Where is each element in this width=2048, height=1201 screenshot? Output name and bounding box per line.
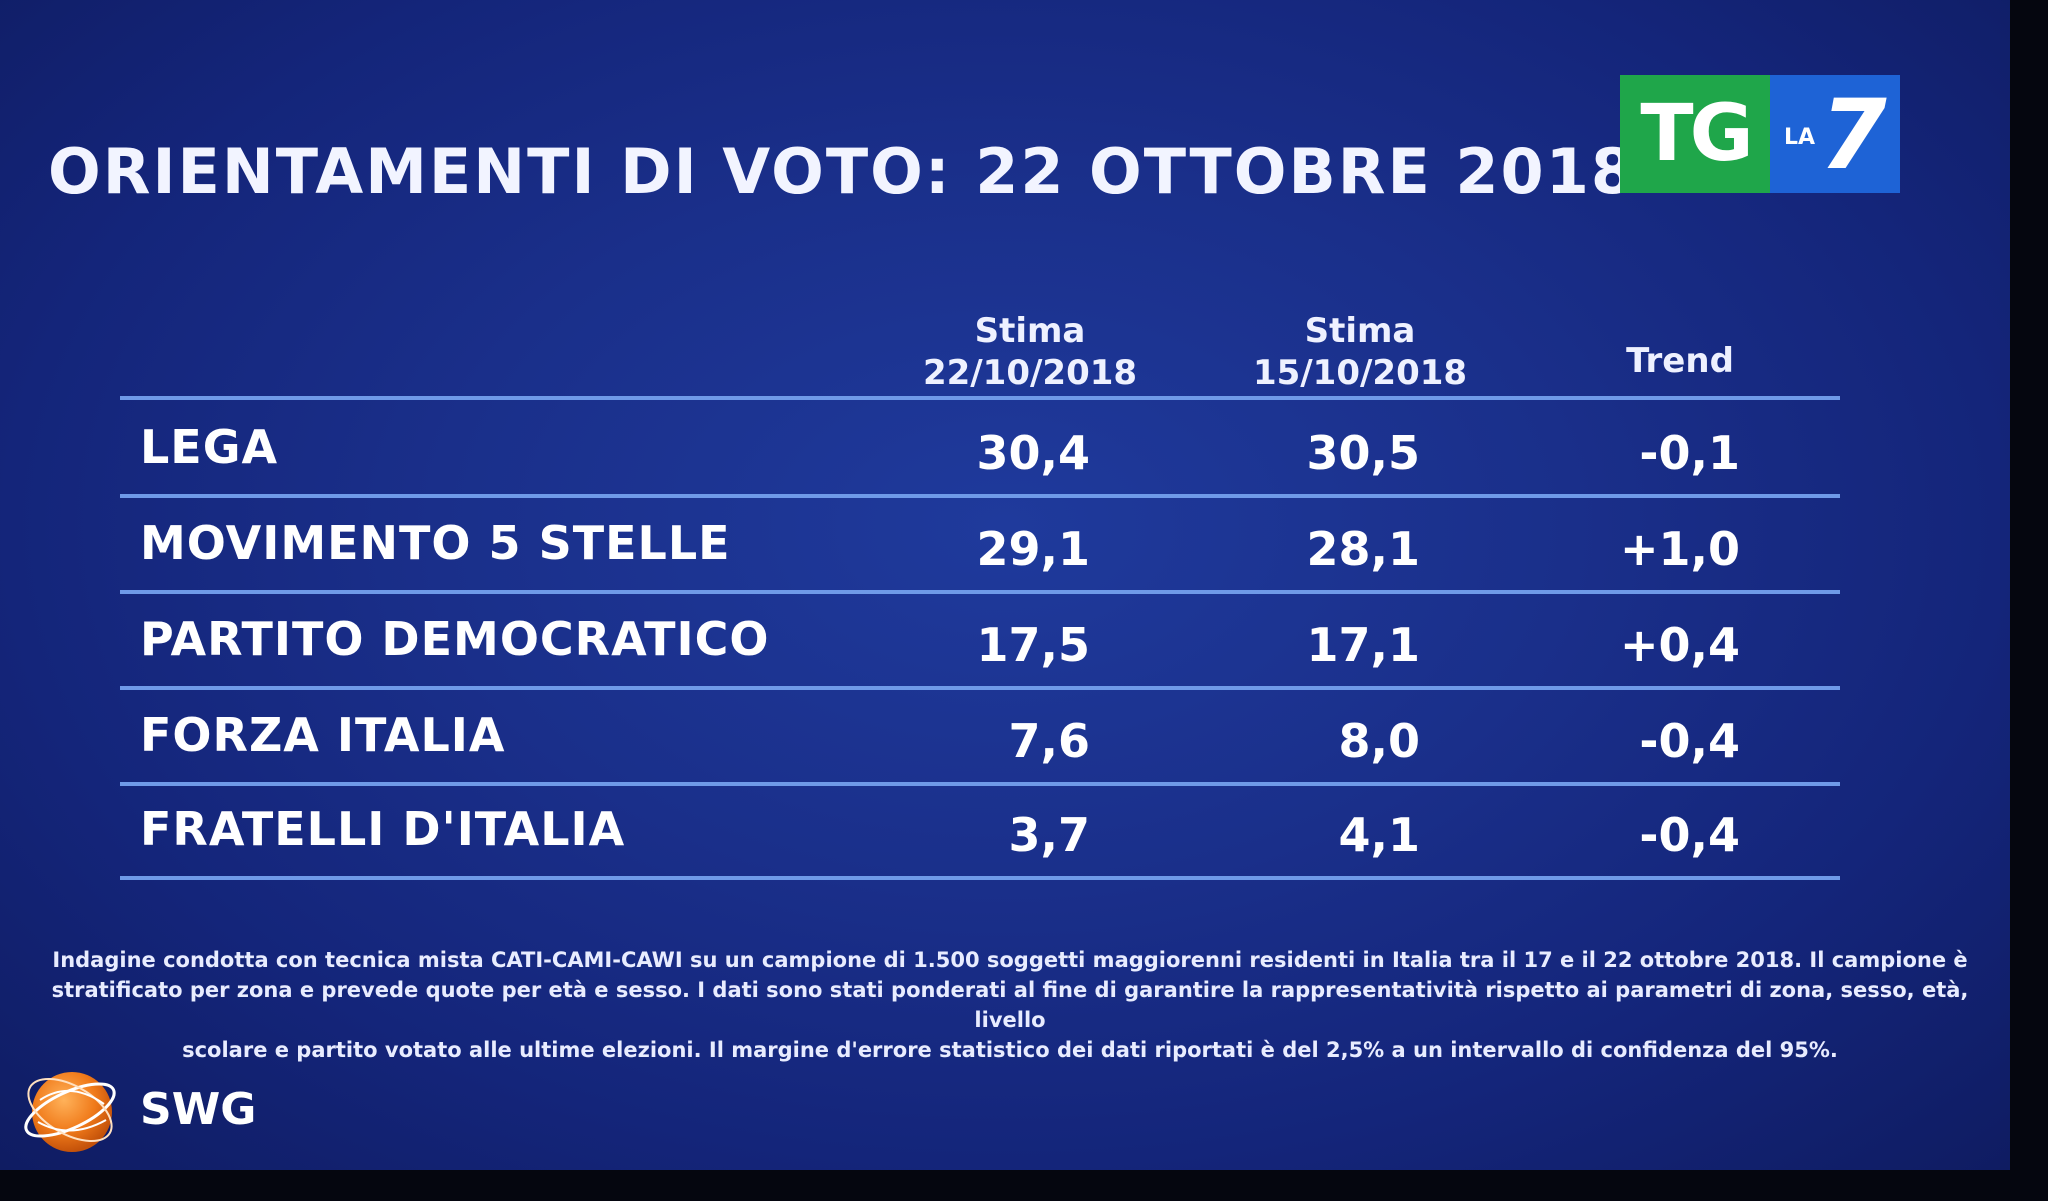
methodology-line: scolare e partito votato alle ultime ele…: [182, 1038, 1838, 1062]
header-current-label: Stima: [974, 311, 1086, 351]
header-current-date: 22/10/2018: [922, 353, 1138, 393]
table-divider: [120, 876, 1840, 880]
methodology-line: stratificato per zona e prevede quote pe…: [51, 978, 1969, 1032]
table-row: FRATELLI D'ITALIA 3,7 4,1 -0,4: [120, 784, 1840, 876]
table-divider: [120, 782, 1840, 786]
la7-logo-seven: 7: [1820, 79, 1887, 191]
table-divider: [120, 396, 1840, 400]
previous-value: 28,1: [1306, 522, 1421, 576]
table-row: MOVIMENTO 5 STELLE 29,1 28,1 +1,0: [120, 498, 1840, 590]
previous-value: 17,1: [1306, 618, 1421, 672]
header-trend-label: Trend: [1626, 341, 1734, 381]
la7-logo-la: LA: [1784, 125, 1816, 150]
current-value: 30,4: [976, 426, 1091, 480]
table-divider: [120, 590, 1840, 594]
header-previous-date: 15/10/2018: [1252, 353, 1468, 393]
party-name: PARTITO DEMOCRATICO: [140, 612, 770, 666]
swg-label: SWG: [140, 1084, 257, 1135]
la7-logo-mark: LA 7: [1770, 75, 1900, 193]
trend-value: -0,4: [1639, 808, 1740, 862]
current-value: 29,1: [976, 522, 1091, 576]
previous-value: 4,1: [1338, 808, 1421, 862]
trend-value: -0,4: [1639, 714, 1740, 768]
trend-value: +1,0: [1619, 522, 1740, 576]
methodology-line: Indagine condotta con tecnica mista CATI…: [52, 948, 1968, 972]
tv-screen: ORIENTAMENTI DI VOTO: 22 OTTOBRE 2018 TG…: [0, 0, 2010, 1170]
tv-bezel-bottom: [0, 1170, 2048, 1201]
poll-table: Stima 22/10/2018 Stima 15/10/2018 Trend …: [120, 310, 1840, 890]
current-value: 7,6: [1008, 714, 1091, 768]
previous-value: 8,0: [1338, 714, 1421, 768]
tv-bezel-right: [2010, 0, 2048, 1201]
table-row: LEGA 30,4 30,5 -0,1: [120, 402, 1840, 494]
party-name: MOVIMENTO 5 STELLE: [140, 516, 731, 570]
current-value: 17,5: [976, 618, 1091, 672]
previous-value: 30,5: [1306, 426, 1421, 480]
header-trend: Trend: [1540, 340, 1820, 382]
trend-value: +0,4: [1619, 618, 1740, 672]
current-value: 3,7: [1008, 808, 1091, 862]
methodology-note: Indagine condotta con tecnica mista CATI…: [40, 945, 1980, 1065]
party-name: FORZA ITALIA: [140, 708, 506, 762]
page-title: ORIENTAMENTI DI VOTO: 22 OTTOBRE 2018: [48, 135, 1636, 208]
swg-logo: SWG: [20, 1060, 280, 1160]
table-divider: [120, 494, 1840, 498]
tg-la7-logo: TG LA 7: [1620, 75, 1900, 193]
trend-value: -0,1: [1639, 426, 1740, 480]
table-divider: [120, 686, 1840, 690]
table-row: FORZA ITALIA 7,6 8,0 -0,4: [120, 690, 1840, 782]
header-current-estimate: Stima 22/10/2018: [890, 310, 1170, 394]
party-name: LEGA: [140, 420, 279, 474]
tg-logo-mark: TG: [1620, 75, 1770, 193]
table-row: PARTITO DEMOCRATICO 17,5 17,1 +0,4: [120, 594, 1840, 686]
header-previous-label: Stima: [1304, 311, 1416, 351]
party-name: FRATELLI D'ITALIA: [140, 802, 626, 856]
orange-globe-icon: [24, 1072, 116, 1152]
header-previous-estimate: Stima 15/10/2018: [1220, 310, 1500, 394]
